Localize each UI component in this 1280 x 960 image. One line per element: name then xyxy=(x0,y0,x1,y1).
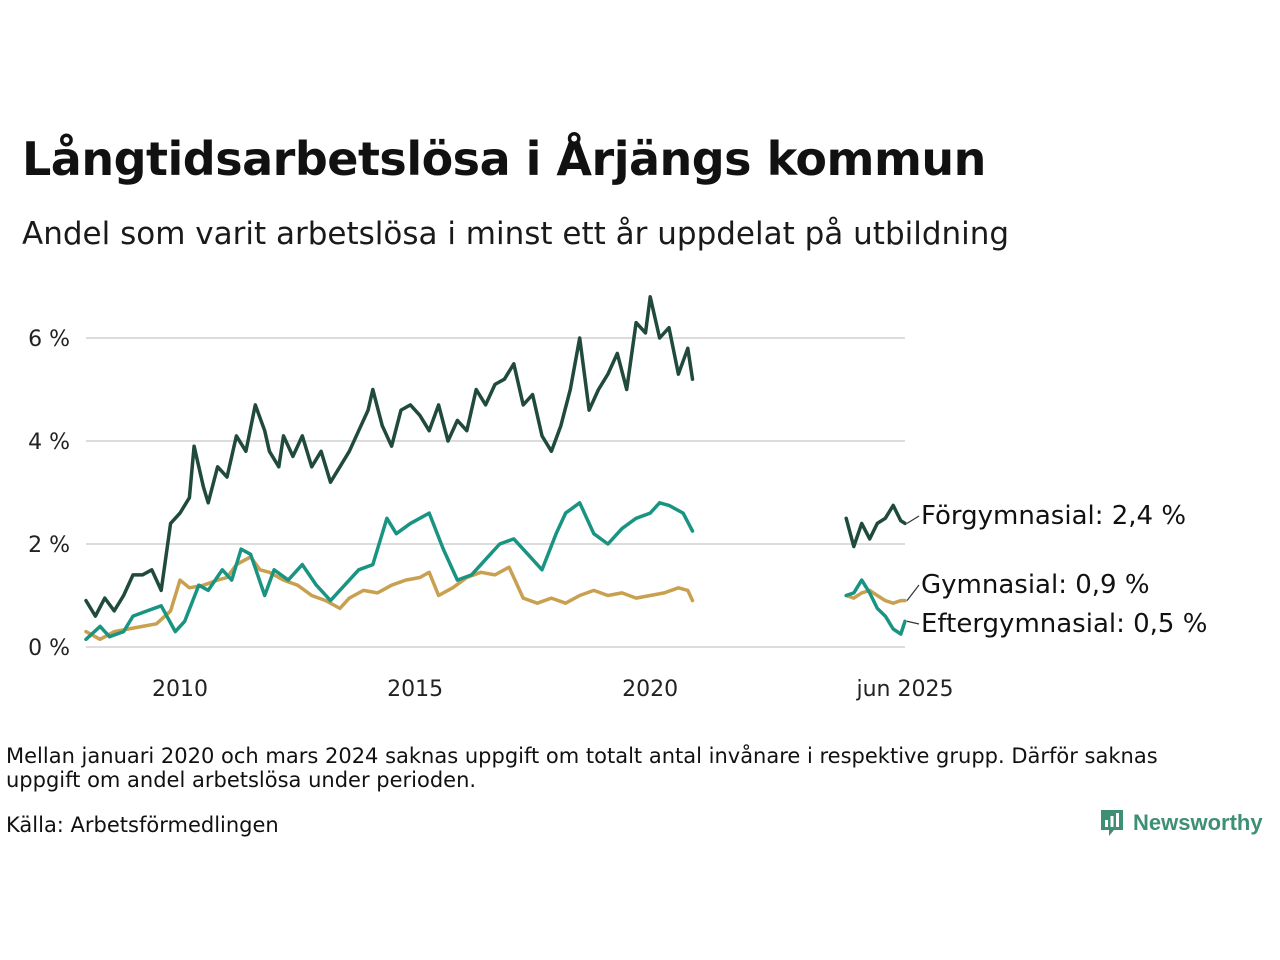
x-tick-label: jun 2025 xyxy=(856,677,954,702)
series-line-gymnasial xyxy=(844,588,907,605)
page-title: Långtidsarbetslösa i Årjängs kommun xyxy=(22,132,986,186)
line-chart: 0 % 2 % 4 % 6 % 2010 2015 2020 jun 2025 Förgym… xyxy=(28,295,1207,702)
x-axis-ticks: 2010 2015 2020 jun 2025 xyxy=(152,677,953,702)
x-tick-label: 2015 xyxy=(387,677,443,702)
series-end-label: Förgymnasial: 2,4 % xyxy=(921,501,1186,531)
y-tick-label: 4 % xyxy=(28,430,70,455)
series-line-eftergymnasial xyxy=(844,578,907,636)
footnote: Mellan januari 2020 och mars 2024 saknas… xyxy=(6,744,1158,792)
chart-subtitle: Andel som varit arbetslösa i minst ett å… xyxy=(22,216,1010,252)
series-line-gymnasial xyxy=(84,555,695,642)
x-tick-label: 2010 xyxy=(152,677,208,702)
y-axis-ticks: 0 % 2 % 4 % 6 % xyxy=(28,327,70,661)
newsworthy-logo-icon xyxy=(1101,810,1123,836)
brand-name: Newsworthy xyxy=(1133,810,1263,835)
series-end-labels: Förgymnasial: 2,4 % Gymnasial: 0,9 % Efter… xyxy=(906,501,1207,639)
y-tick-label: 6 % xyxy=(28,327,70,352)
label-leader-line xyxy=(906,584,920,602)
label-leader-line xyxy=(906,515,920,524)
gridlines xyxy=(86,337,905,648)
series-end-label: Eftergymnasial: 0,5 % xyxy=(921,609,1207,639)
label-leader-line xyxy=(906,620,920,625)
brand-logo: Newsworthy xyxy=(1099,808,1263,838)
x-tick-label: 2020 xyxy=(622,677,678,702)
y-tick-label: 2 % xyxy=(28,533,70,558)
series-end-label: Gymnasial: 0,9 % xyxy=(921,570,1150,600)
series-line-eftergymnasial xyxy=(84,501,695,642)
series-lines xyxy=(84,295,907,642)
series-line-förgymnasial xyxy=(84,295,695,618)
y-tick-label: 0 % xyxy=(28,636,70,661)
source-note: Källa: Arbetsförmedlingen xyxy=(6,813,279,837)
series-line-förgymnasial xyxy=(844,503,907,549)
